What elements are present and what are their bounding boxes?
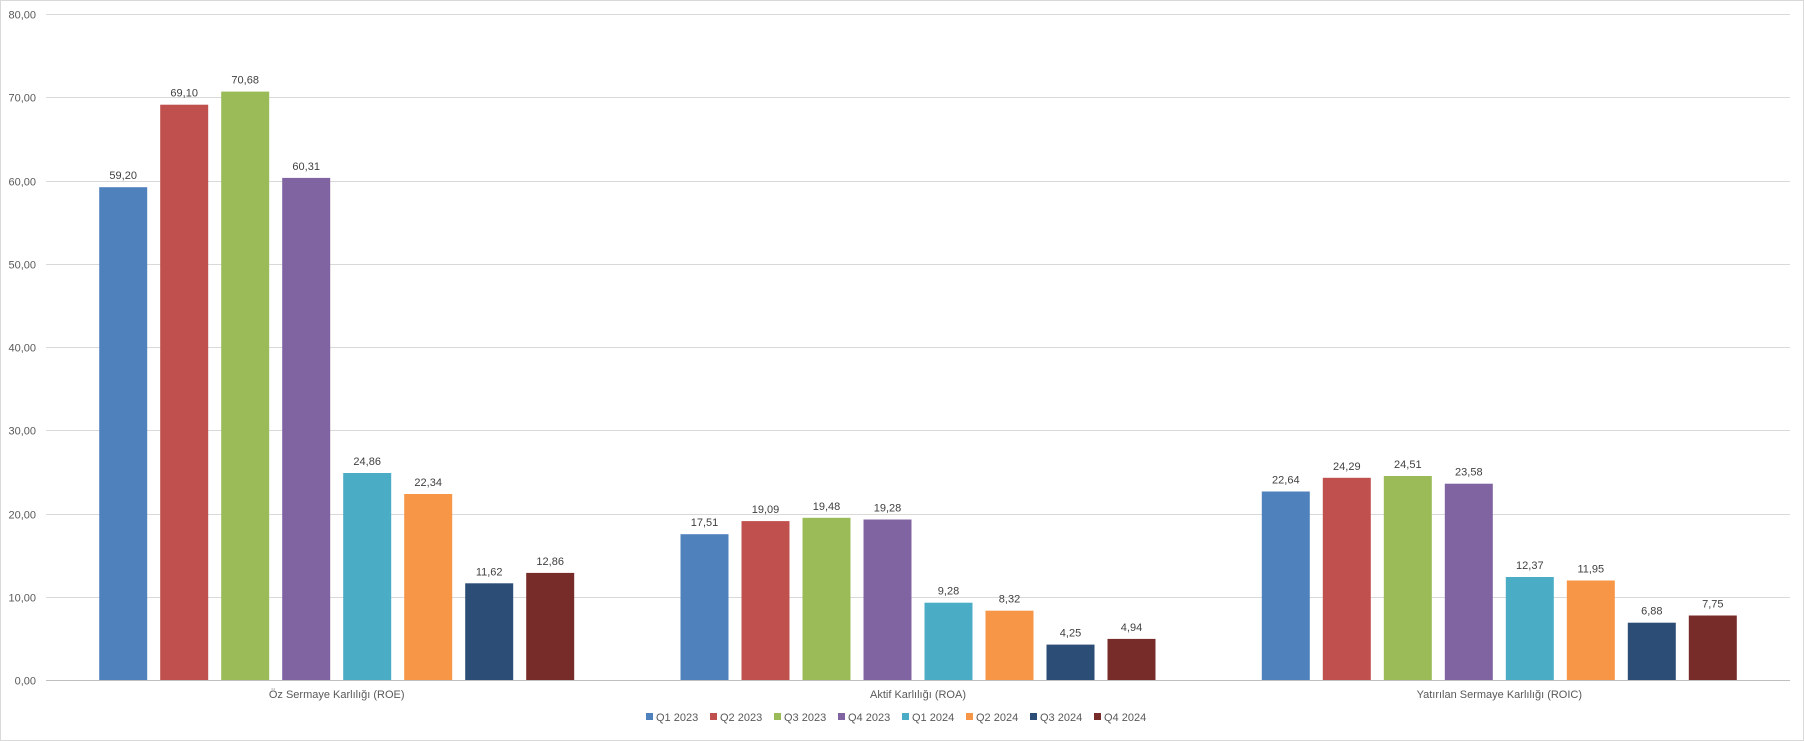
y-tick-label: 0,00: [15, 676, 36, 688]
data-label: 69,10: [170, 88, 198, 100]
y-tick-label: 60,00: [8, 177, 36, 189]
legend-item: Q4 2023: [838, 712, 890, 724]
bar-q1-2023: [1261, 491, 1310, 680]
bar-q3-2024: [1046, 644, 1095, 680]
legend-label: Q3 2023: [784, 712, 826, 724]
data-label: 24,29: [1333, 461, 1361, 473]
legend-item: Q1 2024: [902, 712, 954, 724]
data-labels: 59,20 69,10 70,68 60,31 24,86 22,34 11,62 12,86…: [109, 75, 1723, 640]
data-label: 4,25: [1060, 628, 1081, 640]
y-tick-label: 40,00: [8, 343, 36, 355]
bar-q1-2024: [924, 602, 973, 680]
legend-item: Q2 2024: [966, 712, 1018, 724]
legend-swatch: [1094, 713, 1101, 720]
bar-q2-2024: [1566, 580, 1615, 680]
bar-q1-2023: [680, 534, 729, 680]
data-label: 6,88: [1641, 606, 1662, 618]
legend-swatch: [710, 713, 717, 720]
bar-q2-2023: [741, 521, 790, 680]
legend-label: Q1 2024: [912, 712, 954, 724]
bar-q3-2023: [802, 517, 851, 680]
category-label: Aktif Karlılığı (ROA): [870, 689, 966, 701]
data-label: 22,34: [414, 477, 442, 489]
data-label: 24,86: [353, 456, 381, 468]
bar-q1-2024: [1505, 577, 1554, 680]
bar-q3-2023: [1383, 476, 1432, 680]
y-tick-label: 50,00: [8, 260, 36, 272]
bar-q4-2024: [1688, 615, 1737, 680]
bar-q3-2024: [1627, 622, 1676, 680]
legend-label: Q1 2023: [656, 712, 698, 724]
legend: Q1 2023 Q2 2023 Q3 2023 Q4 2023 Q1 2024 Q2 20…: [646, 712, 1146, 724]
bar-q3-2023: [221, 91, 270, 681]
y-tick-label: 70,00: [8, 93, 36, 105]
y-tick-label: 80,00: [8, 10, 36, 22]
bar-q4-2023: [282, 177, 331, 680]
bar-q2-2024: [985, 610, 1034, 680]
data-label: 11,95: [1577, 564, 1604, 576]
bar-q3-2024: [465, 583, 514, 680]
legend-swatch: [774, 713, 781, 720]
data-label: 59,20: [109, 170, 137, 182]
data-label: 70,68: [231, 75, 259, 87]
data-label: 7,75: [1702, 599, 1723, 611]
legend-swatch: [902, 713, 909, 720]
bar-q4-2024: [526, 572, 575, 680]
y-tick-label: 10,00: [8, 593, 36, 605]
data-label: 60,31: [292, 161, 320, 173]
data-label: 23,58: [1455, 467, 1483, 479]
data-label: 4,94: [1121, 622, 1142, 634]
data-label: 12,37: [1516, 560, 1544, 572]
data-label: 8,32: [999, 594, 1020, 606]
bar-q4-2024: [1107, 638, 1156, 680]
data-label: 24,51: [1394, 459, 1422, 471]
legend-item: Q1 2023: [646, 712, 698, 724]
bar-q1-2023: [99, 187, 148, 680]
data-label: 19,48: [813, 501, 841, 513]
category-label: Yatırılan Sermaye Karlılığı (ROIC): [1417, 689, 1582, 701]
data-label: 22,64: [1272, 475, 1300, 487]
bar-q2-2023: [160, 104, 209, 680]
bar-q4-2023: [863, 519, 912, 680]
data-label: 19,28: [874, 503, 902, 515]
category-label: Öz Sermaye Karlılığı (ROE): [269, 689, 405, 701]
data-label: 12,86: [536, 556, 564, 568]
legend-item: Q3 2024: [1030, 712, 1082, 724]
legend-swatch: [1030, 713, 1037, 720]
data-label: 17,51: [691, 517, 719, 529]
y-axis-tick-labels: 0,00 10,00 20,00 30,00 40,00 50,00 60,00 70,00 8…: [8, 10, 36, 688]
x-axis-category-labels: Öz Sermaye Karlılığı (ROE) Aktif Karlılığ…: [269, 689, 1582, 701]
legend-item: Q4 2024: [1094, 712, 1146, 724]
y-tick-label: 30,00: [8, 426, 36, 438]
legend-swatch: [838, 713, 845, 720]
bar-q4-2023: [1444, 483, 1493, 680]
data-label: 9,28: [938, 586, 959, 598]
bar-q2-2023: [1322, 477, 1371, 680]
bar-q2-2024: [404, 494, 453, 680]
bars: [99, 91, 1737, 681]
data-label: 11,62: [476, 566, 503, 578]
legend-swatch: [646, 713, 653, 720]
legend-item: Q2 2023: [710, 712, 762, 724]
data-label: 19,09: [752, 504, 780, 516]
legend-label: Q4 2024: [1104, 712, 1146, 724]
legend-label: Q4 2023: [848, 712, 890, 724]
y-tick-label: 20,00: [8, 510, 36, 522]
legend-label: Q3 2024: [1040, 712, 1082, 724]
legend-swatch: [966, 713, 973, 720]
bar-q1-2024: [343, 473, 392, 680]
legend-label: Q2 2024: [976, 712, 1018, 724]
gridlines: [46, 14, 1790, 681]
legend-label: Q2 2023: [720, 712, 762, 724]
legend-item: Q3 2023: [774, 712, 826, 724]
